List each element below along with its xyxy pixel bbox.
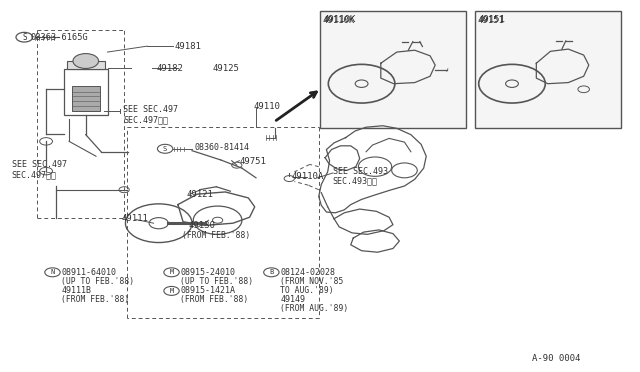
Bar — [72, 86, 100, 111]
Text: N: N — [51, 269, 54, 275]
Bar — [67, 61, 105, 69]
Text: (FROM AUG.'89): (FROM AUG.'89) — [280, 304, 349, 312]
Bar — [475, 11, 621, 128]
Text: 08915-24010: 08915-24010 — [180, 268, 236, 277]
Text: 49111: 49111 — [122, 214, 148, 223]
Text: 08360-81414: 08360-81414 — [195, 143, 250, 152]
Text: S: S — [163, 146, 167, 152]
Text: 49111B: 49111B — [61, 286, 92, 295]
Text: 49182: 49182 — [156, 64, 183, 73]
Circle shape — [73, 54, 99, 68]
Text: (FROM NOV.'85: (FROM NOV.'85 — [280, 277, 344, 286]
Text: (FROM FEB.'88): (FROM FEB.'88) — [182, 231, 250, 240]
Text: 08915-1421A: 08915-1421A — [180, 286, 236, 295]
Text: S: S — [22, 33, 27, 42]
Text: 49751: 49751 — [239, 157, 266, 166]
Text: (FROM FEB.'88): (FROM FEB.'88) — [61, 295, 130, 304]
Text: SEC.497参照: SEC.497参照 — [12, 170, 56, 179]
Bar — [64, 69, 108, 115]
Text: (UP TO FEB.'88): (UP TO FEB.'88) — [61, 277, 134, 286]
Text: 49110: 49110 — [253, 102, 280, 110]
Text: 49151: 49151 — [477, 16, 504, 25]
Text: SEE SEC.497: SEE SEC.497 — [12, 160, 67, 169]
Text: SEE SEC.497: SEE SEC.497 — [123, 105, 178, 114]
Text: M: M — [170, 269, 173, 275]
Text: (UP TO FEB.'88): (UP TO FEB.'88) — [180, 277, 253, 286]
Text: TO AUG.'89): TO AUG.'89) — [280, 286, 334, 295]
Text: 08363-6165G: 08363-6165G — [31, 33, 88, 42]
Text: M: M — [170, 288, 173, 294]
Text: 49110K: 49110K — [323, 16, 355, 25]
Text: B: B — [269, 269, 273, 275]
Text: SEC.497参照: SEC.497参照 — [123, 115, 168, 124]
Text: 49121: 49121 — [187, 190, 214, 199]
Text: 49151: 49151 — [479, 15, 506, 24]
Text: 49130: 49130 — [188, 221, 215, 230]
Text: A-90 0004: A-90 0004 — [532, 355, 581, 363]
Text: (FROM FEB.'88): (FROM FEB.'88) — [180, 295, 249, 304]
Text: SEC.493参照: SEC.493参照 — [333, 177, 378, 186]
Text: 49149: 49149 — [280, 295, 305, 304]
Text: 08911-64010: 08911-64010 — [61, 268, 116, 277]
Text: 49181: 49181 — [174, 42, 201, 51]
Text: 49125: 49125 — [212, 64, 239, 73]
Text: 49110K: 49110K — [324, 15, 356, 24]
Text: SEE SEC.493: SEE SEC.493 — [333, 167, 388, 176]
Bar — [320, 11, 466, 128]
Text: 49110A: 49110A — [292, 172, 324, 181]
Text: 08124-02028: 08124-02028 — [280, 268, 335, 277]
